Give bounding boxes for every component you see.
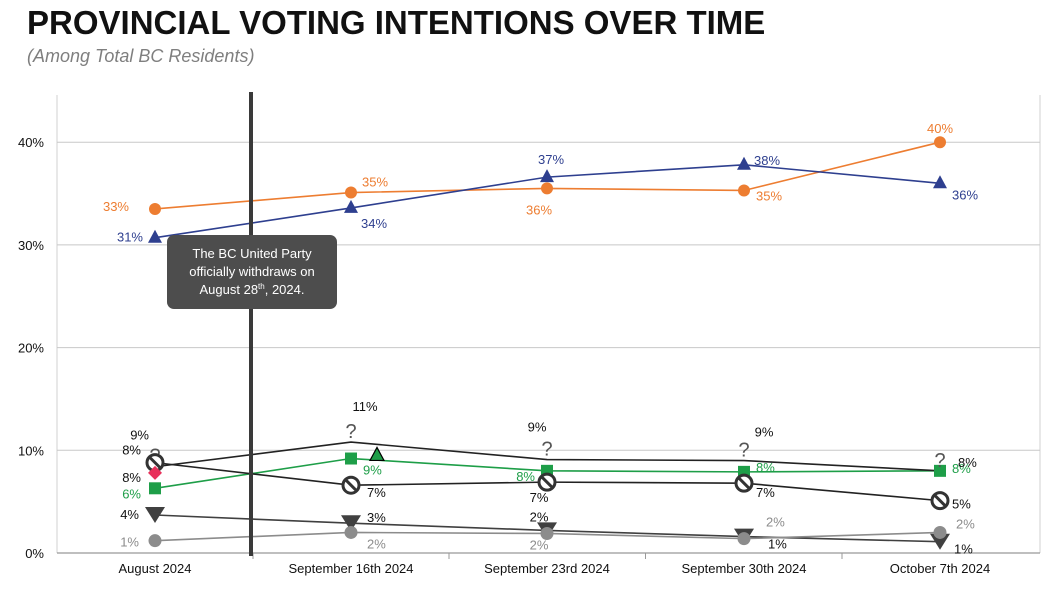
- data-point: [341, 475, 361, 495]
- data-point: [934, 136, 946, 149]
- data-label: 37%: [538, 152, 564, 167]
- x-tick-label: September 16th 2024: [288, 561, 413, 576]
- data-label: 34%: [361, 216, 387, 231]
- data-label: 36%: [952, 187, 978, 202]
- data-label: 4%: [120, 507, 139, 522]
- series-markers: ?????: [145, 136, 950, 550]
- x-tick-label: September 23rd 2024: [484, 561, 610, 576]
- x-axis-ticks: August 2024 September 16th 2024 September …: [118, 553, 990, 576]
- data-point: [934, 464, 946, 477]
- data-point: [734, 473, 754, 493]
- y-axis-ticks: 0% 10% 20% 30% 40%: [18, 135, 44, 561]
- data-point: [345, 452, 357, 465]
- data-label: 2%: [766, 515, 785, 530]
- data-point: ?: [738, 440, 749, 462]
- no-sign-slash: [344, 478, 358, 492]
- data-point: [345, 186, 357, 199]
- x-tick-label: October 7th 2024: [890, 561, 990, 576]
- data-point: ?: [345, 421, 356, 443]
- data-label: 7%: [756, 485, 775, 500]
- data-label: 2%: [367, 536, 386, 551]
- y-tick-label: 30%: [18, 238, 44, 253]
- data-label: 35%: [362, 175, 388, 190]
- annotation-background: [167, 235, 337, 309]
- annotation-year: , 2024.: [265, 282, 305, 297]
- data-label: 33%: [103, 199, 129, 214]
- data-label: 6%: [122, 486, 141, 501]
- data-label: 36%: [526, 202, 552, 217]
- data-label: 31%: [117, 230, 143, 245]
- data-label: 8%: [122, 470, 141, 485]
- data-label: 3%: [367, 510, 386, 525]
- data-label: 9%: [130, 428, 149, 443]
- no-sign-slash: [148, 456, 162, 470]
- data-label: 8%: [516, 469, 535, 484]
- y-tick-label: 40%: [18, 135, 44, 150]
- data-point: [145, 453, 165, 473]
- data-point: [344, 199, 358, 213]
- no-sign-slash: [933, 494, 947, 508]
- data-label: 2%: [956, 516, 975, 531]
- annotation-date-suffix: th: [258, 282, 265, 291]
- annotation-date: August 28: [200, 282, 259, 297]
- data-label: 5%: [952, 497, 971, 512]
- annotation-line-1: The BC United Party: [192, 246, 312, 261]
- data-label: 35%: [756, 188, 782, 203]
- data-point: [149, 202, 161, 215]
- annotation-line-2: officially withdraws on: [189, 264, 314, 279]
- data-label: 9%: [755, 425, 774, 440]
- annotation-box: The BC United Party officially withdraws …: [167, 235, 337, 309]
- data-point: [148, 465, 162, 480]
- data-label: 40%: [927, 121, 953, 136]
- data-label: 38%: [754, 153, 780, 168]
- chart-title: PROVINCIAL VOTING INTENTIONS OVER TIME: [27, 4, 765, 41]
- data-label: 7%: [530, 490, 549, 505]
- data-label: 7%: [367, 485, 386, 500]
- no-sign-slash: [737, 476, 751, 490]
- data-point: [344, 525, 358, 539]
- data-point: [930, 533, 950, 550]
- data-point: [145, 507, 165, 524]
- data-point: [368, 446, 386, 462]
- data-label: 2%: [530, 537, 549, 552]
- no-sign-slash: [540, 475, 554, 489]
- data-point: [930, 491, 950, 511]
- data-point: [540, 526, 554, 540]
- data-labels: 33%35%36%35%40%31%34%37% 38%36%6%9% 8%8% 8%…: [103, 121, 978, 557]
- data-label: 11%: [352, 399, 377, 414]
- data-point: [738, 184, 750, 197]
- data-point: ?: [934, 450, 945, 472]
- data-point: [540, 169, 554, 183]
- data-point: [541, 182, 553, 195]
- y-tick-label: 10%: [18, 443, 44, 458]
- series-line: [154, 441, 941, 472]
- x-tick-label: August 2024: [118, 561, 191, 576]
- data-point: [149, 482, 161, 495]
- data-label: 9%: [528, 420, 547, 435]
- data-label: 9%: [363, 463, 382, 478]
- data-point: [737, 156, 751, 170]
- data-point: [933, 175, 947, 189]
- data-point: [341, 515, 361, 532]
- data-point: [148, 534, 162, 548]
- data-point: [933, 525, 947, 539]
- y-tick-label: 0%: [25, 546, 44, 561]
- data-label: 8%: [756, 460, 775, 475]
- data-point: [737, 532, 751, 546]
- data-label: 1%: [954, 542, 973, 557]
- data-label: 8%: [122, 443, 141, 458]
- data-label: 1%: [120, 535, 139, 550]
- x-tick-label: September 30th 2024: [681, 561, 806, 576]
- data-label: 8%: [958, 455, 977, 470]
- annotation-line-3: August 28th, 2024.: [200, 282, 305, 297]
- chart-subtitle: (Among Total BC Residents): [27, 46, 254, 66]
- data-label: 1%: [768, 537, 787, 552]
- data-point: [537, 472, 557, 492]
- y-tick-label: 20%: [18, 341, 44, 356]
- data-point: [148, 229, 162, 243]
- data-label: 2%: [530, 509, 549, 524]
- data-label: 8%: [952, 461, 971, 476]
- data-point: ?: [541, 439, 552, 461]
